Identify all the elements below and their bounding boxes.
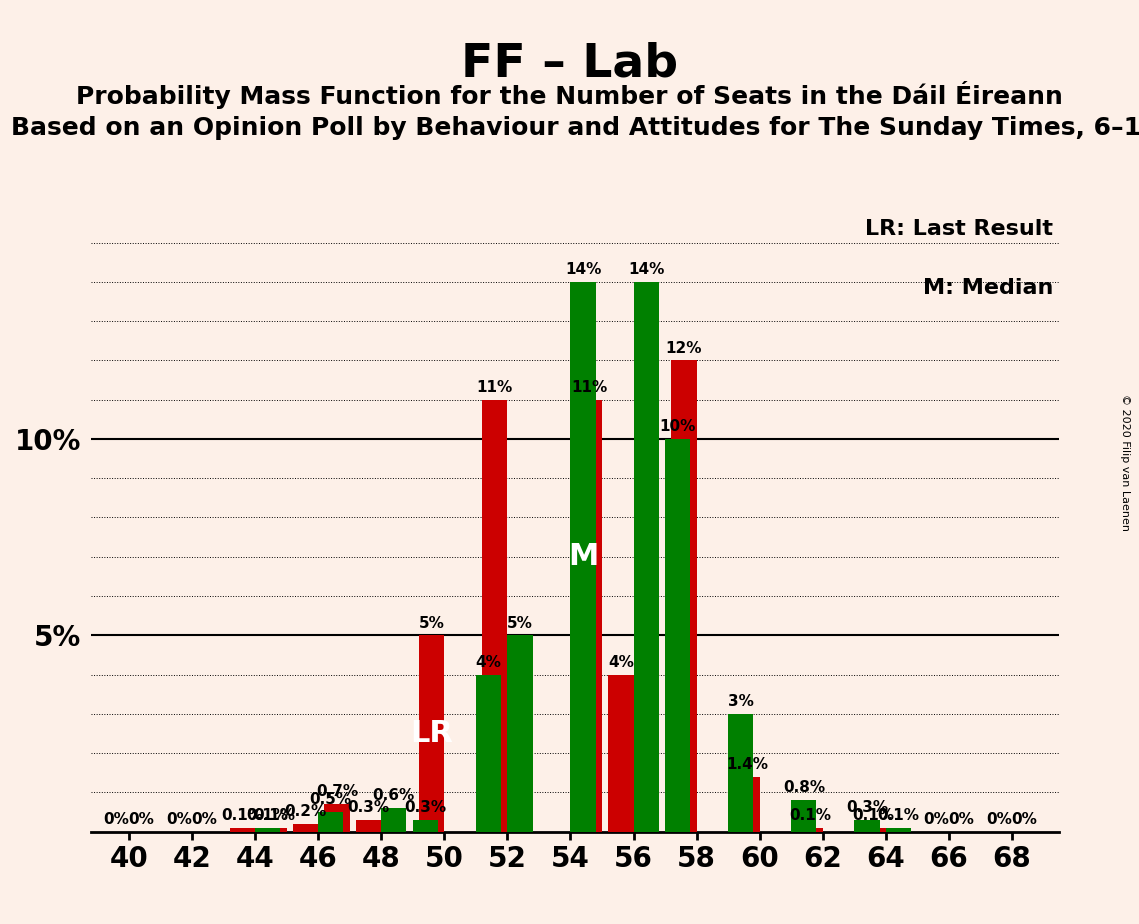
Text: 0.1%: 0.1%	[789, 808, 831, 823]
Text: M: Median: M: Median	[923, 278, 1052, 298]
Bar	[576, 399, 603, 832]
Bar	[412, 820, 439, 832]
Bar	[861, 828, 886, 832]
Text: 0%: 0%	[949, 812, 975, 827]
Bar	[728, 713, 753, 832]
Text: 4%: 4%	[608, 655, 634, 670]
Text: 14%: 14%	[628, 262, 664, 277]
Text: 0.3%: 0.3%	[404, 800, 446, 815]
Text: 0.3%: 0.3%	[846, 800, 888, 815]
Bar	[419, 636, 444, 832]
Bar	[507, 636, 533, 832]
Text: 5%: 5%	[507, 615, 533, 630]
Bar	[476, 675, 501, 832]
Bar	[357, 820, 382, 832]
Text: 1.4%: 1.4%	[726, 757, 768, 772]
Text: 0%: 0%	[191, 812, 218, 827]
Text: Probability Mass Function for the Number of Seats in the Dáil Éireann: Probability Mass Function for the Number…	[76, 81, 1063, 109]
Text: 3%: 3%	[728, 694, 754, 709]
Text: 0%: 0%	[104, 812, 130, 827]
Text: 10%: 10%	[659, 419, 696, 434]
Text: 5%: 5%	[419, 615, 444, 630]
Text: LR: LR	[410, 719, 453, 748]
Bar	[665, 439, 690, 832]
Text: 0.5%: 0.5%	[310, 792, 352, 808]
Text: LR: Last Result: LR: Last Result	[865, 219, 1052, 239]
Text: 12%: 12%	[665, 341, 703, 356]
Text: 0.1%: 0.1%	[221, 808, 263, 823]
Text: 0%: 0%	[1011, 812, 1038, 827]
Text: 0%: 0%	[986, 812, 1013, 827]
Bar	[797, 828, 822, 832]
Text: © 2020 Filip van Laenen: © 2020 Filip van Laenen	[1121, 394, 1130, 530]
Bar	[633, 282, 658, 832]
Text: 11%: 11%	[476, 380, 513, 395]
Bar	[382, 808, 407, 832]
Text: 0%: 0%	[166, 812, 192, 827]
Bar	[792, 800, 817, 832]
Bar	[735, 776, 760, 832]
Bar	[318, 812, 343, 832]
Text: 14%: 14%	[565, 262, 601, 277]
Bar	[293, 824, 318, 832]
Text: 11%: 11%	[572, 380, 607, 395]
Text: 0%: 0%	[924, 812, 949, 827]
Text: 0.1%: 0.1%	[877, 808, 919, 823]
Bar	[608, 675, 633, 832]
Bar	[262, 828, 287, 832]
Bar	[854, 820, 879, 832]
Text: 0.2%: 0.2%	[285, 804, 327, 819]
Text: 0.1%: 0.1%	[852, 808, 894, 823]
Text: 0.1%: 0.1%	[247, 808, 288, 823]
Bar	[571, 282, 596, 832]
Text: 0.1%: 0.1%	[253, 808, 295, 823]
Text: 0.6%: 0.6%	[372, 788, 415, 803]
Text: Based on an Opinion Poll by Behaviour and Attitudes for The Sunday Times, 6–13 M: Based on an Opinion Poll by Behaviour an…	[11, 116, 1139, 140]
Text: 0.7%: 0.7%	[316, 784, 358, 799]
Text: 4%: 4%	[476, 655, 501, 670]
Bar	[255, 828, 280, 832]
Text: M: M	[568, 542, 598, 571]
Bar	[230, 828, 255, 832]
Text: 0.8%: 0.8%	[782, 781, 825, 796]
Bar	[671, 360, 697, 832]
Text: FF – Lab: FF – Lab	[461, 42, 678, 87]
Text: 0.3%: 0.3%	[347, 800, 390, 815]
Text: 0%: 0%	[129, 812, 155, 827]
Bar	[325, 804, 350, 832]
Bar	[482, 399, 507, 832]
Bar	[886, 828, 911, 832]
